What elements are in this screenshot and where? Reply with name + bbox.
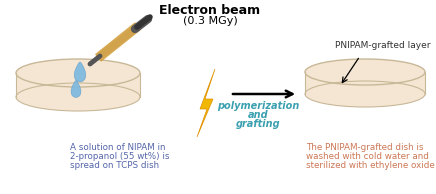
Polygon shape (74, 62, 86, 82)
Ellipse shape (305, 81, 425, 107)
Text: grafting: grafting (236, 119, 280, 129)
Text: A solution of NIPAM in: A solution of NIPAM in (70, 143, 166, 152)
Text: Electron beam: Electron beam (160, 4, 261, 17)
Text: PNIPAM-grafted layer: PNIPAM-grafted layer (335, 42, 431, 50)
Text: (0.3 MGy): (0.3 MGy) (183, 16, 237, 26)
Text: 2-propanol (55 wt%) is: 2-propanol (55 wt%) is (70, 152, 170, 161)
Text: spread on TCPS dish: spread on TCPS dish (70, 161, 159, 171)
Ellipse shape (305, 59, 425, 85)
Ellipse shape (16, 59, 140, 87)
Text: The PNIPAM-grafted dish is: The PNIPAM-grafted dish is (306, 143, 423, 152)
Polygon shape (197, 69, 215, 137)
Text: and: and (248, 110, 268, 120)
Text: sterilized with ethylene oxide gas: sterilized with ethylene oxide gas (306, 161, 436, 171)
Polygon shape (16, 73, 140, 97)
Ellipse shape (16, 83, 140, 111)
Text: polymerization: polymerization (217, 101, 299, 111)
Text: washed with cold water and: washed with cold water and (306, 152, 429, 161)
Polygon shape (71, 81, 81, 97)
Polygon shape (305, 72, 425, 94)
